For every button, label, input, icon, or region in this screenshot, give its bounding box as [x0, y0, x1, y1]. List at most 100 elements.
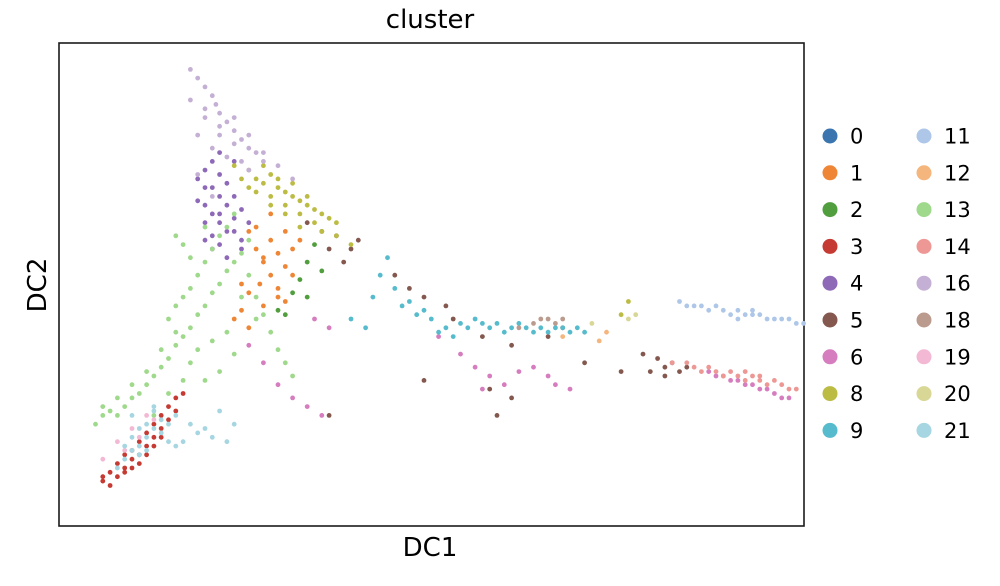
- point-cluster-21: [224, 439, 230, 445]
- point-cluster-2: [282, 312, 288, 318]
- point-cluster-21: [144, 421, 150, 427]
- legend-marker-0: [822, 128, 838, 144]
- point-cluster-11: [720, 307, 726, 313]
- point-cluster-11: [757, 312, 763, 318]
- point-cluster-13: [202, 303, 208, 309]
- y-axis-label: DC2: [23, 258, 53, 313]
- point-cluster-14: [691, 364, 697, 370]
- point-cluster-3: [173, 395, 179, 401]
- legend-item-6: 6: [822, 345, 863, 369]
- point-cluster-5: [662, 364, 668, 370]
- legend-item-13: 13: [916, 198, 971, 222]
- point-cluster-9: [414, 312, 420, 318]
- point-cluster-19: [115, 439, 120, 445]
- point-cluster-8: [334, 233, 339, 239]
- legend-item-9: 9: [822, 419, 863, 443]
- legend-marker-16: [916, 275, 932, 291]
- point-cluster-8: [618, 312, 624, 318]
- point-cluster-14: [742, 378, 748, 383]
- legend-label-14: 14: [944, 235, 971, 259]
- point-cluster-21: [231, 421, 237, 427]
- point-cluster-3: [122, 465, 128, 471]
- point-cluster-21: [180, 439, 186, 445]
- point-cluster-18: [538, 316, 544, 322]
- point-cluster-11: [793, 321, 799, 326]
- point-cluster-14: [735, 373, 741, 379]
- point-cluster-16: [224, 119, 230, 125]
- point-cluster-16: [188, 67, 193, 72]
- point-cluster-5: [348, 246, 354, 252]
- legend-marker-18: [916, 312, 932, 328]
- point-cluster-13: [217, 369, 223, 374]
- legend-item-0: 0: [822, 125, 863, 149]
- point-cluster-3: [158, 434, 164, 440]
- point-cluster-14: [706, 364, 712, 370]
- point-cluster-14: [684, 360, 690, 366]
- point-cluster-13: [188, 286, 193, 291]
- point-cluster-8: [282, 189, 288, 195]
- point-cluster-1: [261, 259, 266, 265]
- point-cluster-16: [217, 132, 223, 138]
- point-cluster-21: [166, 439, 171, 445]
- point-cluster-14: [757, 373, 763, 379]
- point-cluster-6: [290, 395, 295, 401]
- point-cluster-3: [136, 461, 142, 466]
- point-cluster-19: [129, 426, 135, 431]
- point-cluster-19: [100, 456, 106, 462]
- point-cluster-21: [173, 413, 179, 418]
- point-cluster-16: [213, 102, 219, 107]
- point-cluster-4: [209, 211, 215, 217]
- point-cluster-11: [713, 303, 719, 309]
- point-cluster-16: [224, 154, 230, 160]
- point-cluster-5: [509, 395, 514, 401]
- point-cluster-13: [217, 233, 223, 239]
- point-cluster-8: [268, 202, 274, 208]
- point-cluster-1: [268, 237, 274, 243]
- point-cluster-19: [144, 413, 150, 418]
- point-cluster-18: [516, 325, 522, 331]
- legend-marker-8: [822, 386, 838, 402]
- legend-label-4: 4: [850, 272, 863, 296]
- legend-label-0: 0: [850, 125, 863, 149]
- legend-marker-3: [822, 238, 838, 254]
- point-cluster-13: [246, 272, 252, 278]
- legend-label-11: 11: [944, 125, 971, 149]
- point-cluster-4: [239, 246, 244, 252]
- point-cluster-4: [217, 242, 223, 248]
- point-cluster-3: [144, 452, 150, 458]
- point-cluster-18: [553, 321, 558, 326]
- point-cluster-9: [523, 325, 529, 331]
- point-cluster-8: [253, 176, 259, 182]
- point-cluster-21: [188, 421, 193, 427]
- point-cluster-9: [545, 329, 551, 335]
- point-cluster-13: [180, 378, 186, 383]
- point-cluster-16: [202, 115, 208, 120]
- legend-label-13: 13: [944, 198, 971, 222]
- legend-item-14: 14: [916, 235, 971, 259]
- point-cluster-21: [151, 426, 157, 431]
- point-cluster-13: [166, 316, 171, 322]
- point-cluster-16: [209, 93, 215, 99]
- point-cluster-11: [735, 316, 741, 322]
- point-cluster-20: [626, 316, 631, 322]
- point-cluster-21: [129, 448, 135, 453]
- legend-marker-4: [822, 275, 838, 291]
- point-cluster-6: [779, 395, 785, 401]
- point-cluster-13: [202, 378, 208, 383]
- point-cluster-14: [713, 369, 719, 374]
- point-cluster-14: [750, 373, 755, 379]
- point-cluster-9: [363, 325, 368, 331]
- point-cluster-9: [574, 325, 580, 331]
- point-cluster-8: [253, 189, 259, 195]
- point-cluster-4: [195, 198, 201, 204]
- point-cluster-13: [195, 272, 201, 278]
- legend-label-2: 2: [850, 198, 863, 222]
- point-cluster-13: [180, 334, 186, 339]
- point-cluster-13: [239, 294, 244, 300]
- legend-marker-13: [916, 202, 932, 218]
- point-cluster-4: [202, 185, 208, 191]
- point-cluster-3: [180, 391, 186, 396]
- legend-item-4: 4: [822, 272, 863, 296]
- point-cluster-13: [151, 413, 157, 418]
